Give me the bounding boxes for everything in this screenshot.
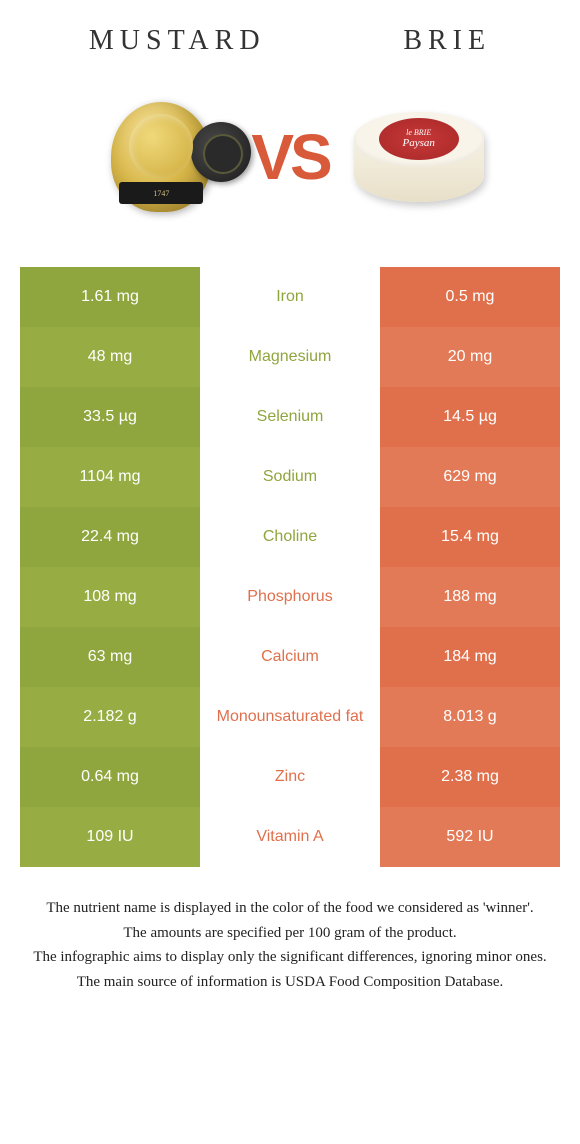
right-value: 20 mg	[380, 327, 560, 387]
table-row: 1104 mgSodium629 mg	[20, 447, 560, 507]
brie-wheel-icon: le BRIE Paysan	[354, 112, 484, 202]
right-value: 8.013 g	[380, 687, 560, 747]
mustard-lid-icon	[191, 122, 251, 182]
table-row: 1.61 mgIron0.5 mg	[20, 267, 560, 327]
right-value: 0.5 mg	[380, 267, 560, 327]
brie-label-line2: Paysan	[402, 137, 434, 149]
left-value: 109 IU	[20, 807, 200, 867]
brie-image: le BRIE Paysan	[339, 87, 499, 227]
table-row: 33.5 µgSelenium14.5 µg	[20, 387, 560, 447]
table-row: 22.4 mgCholine15.4 mg	[20, 507, 560, 567]
left-value: 63 mg	[20, 627, 200, 687]
left-value: 2.182 g	[20, 687, 200, 747]
nutrient-label: Vitamin A	[200, 807, 380, 867]
left-value: 108 mg	[20, 567, 200, 627]
footnotes: The nutrient name is displayed in the co…	[0, 867, 580, 993]
table-row: 63 mgCalcium184 mg	[20, 627, 560, 687]
brie-label: le BRIE Paysan	[379, 118, 459, 160]
mustard-band: 1747	[119, 182, 203, 204]
images-row: 1747 VS le BRIE Paysan	[0, 77, 580, 257]
left-value: 33.5 µg	[20, 387, 200, 447]
nutrient-label: Magnesium	[200, 327, 380, 387]
title-right: Brie	[403, 25, 491, 57]
left-value: 48 mg	[20, 327, 200, 387]
footnote-line: The infographic aims to display only the…	[24, 946, 556, 969]
nutrient-label: Phosphorus	[200, 567, 380, 627]
nutrient-label: Sodium	[200, 447, 380, 507]
title-left: Mustard	[89, 25, 266, 57]
nutrient-label: Choline	[200, 507, 380, 567]
vs-text: VS	[251, 120, 328, 194]
table-row: 0.64 mgZinc2.38 mg	[20, 747, 560, 807]
table-row: 108 mgPhosphorus188 mg	[20, 567, 560, 627]
right-value: 2.38 mg	[380, 747, 560, 807]
mustard-jar-icon: 1747	[111, 102, 211, 212]
nutrient-label: Selenium	[200, 387, 380, 447]
nutrient-label: Zinc	[200, 747, 380, 807]
footnote-line: The main source of information is USDA F…	[24, 971, 556, 994]
right-value: 15.4 mg	[380, 507, 560, 567]
footnote-line: The amounts are specified per 100 gram o…	[24, 922, 556, 945]
right-value: 188 mg	[380, 567, 560, 627]
left-value: 0.64 mg	[20, 747, 200, 807]
table-row: 48 mgMagnesium20 mg	[20, 327, 560, 387]
table-row: 2.182 gMonounsaturated fat8.013 g	[20, 687, 560, 747]
nutrient-table: 1.61 mgIron0.5 mg48 mgMagnesium20 mg33.5…	[20, 267, 560, 867]
brie-label-line1: le BRIE	[406, 129, 431, 138]
right-value: 14.5 µg	[380, 387, 560, 447]
brie-top: le BRIE Paysan	[354, 112, 484, 167]
table-row: 109 IUVitamin A592 IU	[20, 807, 560, 867]
right-value: 184 mg	[380, 627, 560, 687]
footnote-line: The nutrient name is displayed in the co…	[24, 897, 556, 920]
right-value: 629 mg	[380, 447, 560, 507]
left-value: 22.4 mg	[20, 507, 200, 567]
left-value: 1104 mg	[20, 447, 200, 507]
nutrient-label: Monounsaturated fat	[200, 687, 380, 747]
mustard-image: 1747	[81, 87, 241, 227]
left-value: 1.61 mg	[20, 267, 200, 327]
right-value: 592 IU	[380, 807, 560, 867]
nutrient-label: Calcium	[200, 627, 380, 687]
header: Mustard Brie	[0, 0, 580, 77]
nutrient-label: Iron	[200, 267, 380, 327]
